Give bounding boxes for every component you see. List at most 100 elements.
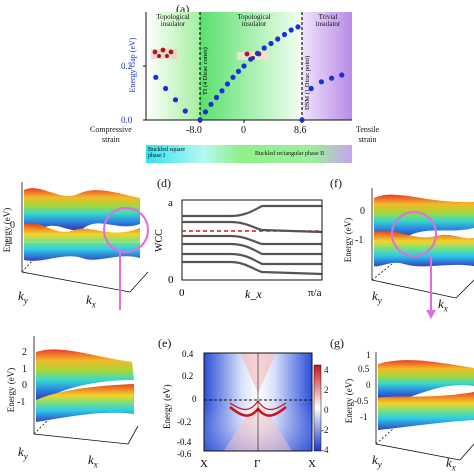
e-ytick-5: -0.6 [177, 449, 192, 459]
region-label-trivial: Trivial insulator [315, 13, 341, 29]
gap-point [261, 45, 267, 51]
gap-point [235, 68, 242, 74]
panel-a-ytick-0: 0.0 [121, 115, 133, 125]
gap-point [172, 97, 179, 103]
panel-b-ky: ky [18, 288, 28, 306]
cbar-tick-3: -2 [321, 425, 329, 435]
panel-e-label: (e) [158, 336, 172, 350]
panel-b-kx: kx [86, 292, 96, 310]
region-topo-left [146, 12, 200, 120]
e-ytick-3: -0.2 [177, 417, 191, 427]
region-topo-mid [200, 12, 302, 120]
panel-a-plot: TI (4 Dirac cones) DSM (1 Dirac point) [143, 12, 352, 163]
panel-c-ytick-2: 0 [22, 380, 27, 391]
cbar-tick-1: 2 [324, 385, 329, 395]
wcc-xtick-kx: k_x [245, 287, 262, 301]
gap-point [182, 108, 188, 114]
gap-point [224, 81, 231, 87]
panel-d-plot: a 0 WCC 0 k_x π/a [154, 197, 323, 301]
colorbar [313, 364, 322, 452]
panel-f-kx: kx [438, 296, 448, 314]
gap-point [299, 117, 305, 123]
panel-c-kx: kx [88, 452, 98, 470]
panel-f-label: (f) [330, 176, 342, 190]
panel-b-ytick-0: 0 [10, 220, 15, 231]
tensile-caption: Tensile strain [356, 125, 379, 144]
panel-g-ytick-0: 1 [366, 350, 371, 360]
panel-f-ylabel: Energy (eV) [343, 217, 353, 263]
panel-a-xtick-0: -8.0 [186, 125, 202, 136]
e-xtick-1: Γ [254, 458, 260, 470]
gap-point [197, 117, 203, 123]
panel-f-surface [371, 188, 474, 310]
panel-d-label: (d) [157, 176, 171, 190]
panel-b-ytick-1: -1 [5, 236, 14, 247]
gap-point [318, 79, 324, 85]
cbar-tick-4: -4 [321, 445, 329, 455]
panel-c-ytick-1: 1 [22, 364, 27, 375]
panel-c-ytick-0: 2 [22, 347, 27, 358]
gap-point [230, 74, 236, 80]
phase-label-mid: Buckled rectangular phase II [255, 151, 325, 157]
panel-a-xtick-2: 8.6 [294, 125, 307, 136]
highlight-circle-f [391, 211, 437, 257]
panel-g-ytick-1: 0.5 [358, 364, 370, 374]
gap-point [153, 74, 159, 80]
gap-point [268, 40, 274, 47]
panel-a-ytick-1: 0.2 [121, 61, 133, 71]
vline-right-label: DSM (1 Dirac point) [304, 56, 311, 110]
panel-g-label: (g) [330, 336, 344, 350]
wcc-xtick-0: 0 [179, 287, 185, 299]
e-ylabel: Energy (eV) [162, 384, 172, 429]
region-trivial [302, 12, 352, 120]
panel-b-surface [21, 182, 149, 310]
panel-g-ytick-3: -0.5 [354, 396, 369, 406]
e-ytick-2: 0 [192, 394, 197, 404]
gap-point [295, 24, 301, 30]
wcc-xtick-pi: π/a [308, 287, 322, 299]
panel-e-plot: 0.4 0.2 0 -0.2 -0.4 -0.6 Energy (eV) X Γ… [162, 349, 322, 470]
phase-label-left: Buckled square phase I [148, 147, 186, 160]
e-ytick-0: 0.4 [182, 349, 194, 359]
gap-point [241, 63, 247, 69]
panel-g-ky: ky [372, 452, 382, 470]
panel-g-surface [375, 352, 474, 461]
gap-point [281, 31, 288, 38]
molecule-icon-left [151, 47, 177, 59]
e-xtick-2: X [308, 458, 316, 470]
region-label-topo-left: Topological insulator [156, 13, 190, 29]
gap-point [248, 56, 254, 62]
gap-point [213, 94, 220, 101]
highlight-circle-b [103, 207, 149, 253]
panel-g-ylabel: Energy (eV) [344, 378, 354, 424]
gap-point [275, 36, 281, 42]
wcc-ytick-a: a [168, 197, 173, 209]
gap-point [288, 27, 294, 33]
gap-dots [153, 24, 345, 123]
gap-point [308, 85, 314, 92]
gap-point [163, 85, 169, 92]
gap-point [202, 109, 209, 115]
cbar-tick-0: 4 [324, 365, 329, 375]
gap-point [208, 101, 214, 107]
e-ytick-4: -0.4 [177, 437, 192, 447]
phase-bar [146, 145, 352, 163]
compressive-caption: Compressive strain [90, 125, 132, 144]
gap-point [329, 75, 335, 81]
gap-point [339, 72, 345, 78]
gap-point [254, 50, 261, 57]
wcc-curves [182, 204, 323, 276]
panel-c-surface [33, 336, 139, 445]
panel-c-ytick-3: -1 [17, 397, 26, 408]
arrow-f-head [426, 310, 436, 319]
panel-a-xtick-1: 0 [241, 125, 246, 136]
wcc-ytick-0: 0 [168, 274, 174, 286]
panel-g-ytick-4: -1 [360, 412, 368, 422]
wcc-ylabel: WCC [154, 229, 165, 252]
region-label-topo-mid: Topological insulator [237, 13, 271, 29]
vline-left-label: TI (4 Dirac cones) [202, 47, 209, 95]
panel-g-ytick-2: 0 [366, 380, 371, 390]
panel-f-ytick-1: -1 [355, 235, 364, 246]
panel-g-kx: kx [446, 455, 456, 473]
gap-point [219, 88, 225, 94]
